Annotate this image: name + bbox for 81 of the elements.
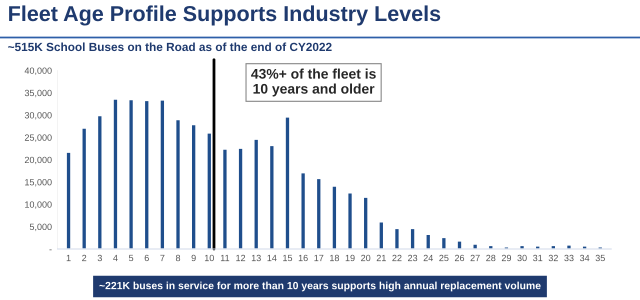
bar <box>503 246 510 249</box>
bar <box>472 243 478 249</box>
bar <box>159 99 166 249</box>
text: ~221K buses in service for more than 10 years supports high annual replacement volume <box>99 282 541 292</box>
bar <box>425 234 432 249</box>
x-tick-label: 25 <box>439 254 449 262</box>
y-tick-label: 35,000 <box>24 90 52 98</box>
bar <box>174 118 182 249</box>
x-tick-label: 30 <box>517 254 527 262</box>
x-tick-label: 3 <box>98 254 102 262</box>
bar <box>378 221 384 249</box>
bar <box>238 147 244 249</box>
bar <box>96 114 103 249</box>
x-tick-label: 28 <box>486 254 496 262</box>
bar <box>488 244 494 249</box>
y-tick-label: 40,000 <box>24 67 52 75</box>
bar <box>300 172 306 249</box>
x-tick-label: 35 <box>596 254 605 262</box>
bar <box>440 236 447 249</box>
x-tick-label: 34 <box>580 254 590 262</box>
x-tick-label: 17 <box>314 254 324 262</box>
x-tick-label: 20 <box>361 254 370 262</box>
bar <box>222 148 228 249</box>
bar <box>394 228 400 249</box>
x-tick-label: 2 <box>82 254 86 262</box>
x-tick-label: 33 <box>564 254 574 262</box>
x-tick-label: 32 <box>548 254 558 262</box>
bar <box>81 127 88 249</box>
x-tick-label: 12 <box>236 254 246 262</box>
x-tick-label: 11 <box>220 254 230 262</box>
x-tick-label: 31 <box>533 254 542 262</box>
bar <box>456 240 463 249</box>
x-tick-label: 22 <box>392 254 402 262</box>
x-tick-label: 10 <box>204 254 214 262</box>
y-tick-label: 15,000 <box>25 179 52 186</box>
x-tick-label: 21 <box>376 254 386 262</box>
bar <box>550 244 556 249</box>
annotation: 43%+ of the fleet is 10 years and older <box>251 68 376 96</box>
bar <box>362 196 369 249</box>
x-tick-label: 1 <box>66 254 71 262</box>
bar <box>519 244 526 249</box>
x-tick-label: 6 <box>144 254 149 262</box>
bar <box>144 100 150 249</box>
bar <box>534 245 541 249</box>
y-tick-label: 20,000 <box>24 156 52 164</box>
y-tick-label: 30,000 <box>24 112 52 120</box>
x-tick-label: 8 <box>176 254 180 262</box>
y-tick-label: 10,000 <box>25 201 52 209</box>
y-tick-label: 25,000 <box>24 134 52 142</box>
bar <box>347 192 354 249</box>
bar <box>410 228 416 249</box>
bar <box>284 116 291 249</box>
bar <box>112 98 119 249</box>
x-tick-label: 5 <box>128 254 134 262</box>
x-tick-label: 13 <box>252 254 261 262</box>
x-tick-label: 9 <box>192 254 196 262</box>
bar <box>582 245 588 249</box>
x-tick-label: 23 <box>408 254 418 262</box>
bar <box>316 178 322 249</box>
x-tick-label: 19 <box>346 254 355 262</box>
chart-title: Fleet Age Profile Supports Industry Levels <box>9 5 440 26</box>
bar <box>206 132 212 249</box>
bar <box>190 124 197 249</box>
x-tick-label: 15 <box>283 254 292 262</box>
bar <box>331 185 338 249</box>
x-tick-label: 26 <box>454 254 464 262</box>
bar <box>597 246 604 249</box>
x-tick-label: 7 <box>160 254 164 262</box>
x-tick-label: 18 <box>330 254 340 262</box>
x-tick-label: 27 <box>470 254 480 262</box>
bar <box>253 138 260 249</box>
x-tick-label: 29 <box>502 254 512 262</box>
x-tick-label: 24 <box>424 254 433 262</box>
x-tick-label: 14 <box>268 254 277 262</box>
x-tick-label: 16 <box>298 254 308 262</box>
bar <box>128 98 134 249</box>
chart-subtitle: ~515K School Buses on the Road as of the end of CY2022 <box>8 42 332 52</box>
x-tick-label: 4 <box>113 254 118 262</box>
y-tick-label: 5,000 <box>30 224 52 232</box>
bar <box>66 151 72 249</box>
bar <box>268 144 275 249</box>
